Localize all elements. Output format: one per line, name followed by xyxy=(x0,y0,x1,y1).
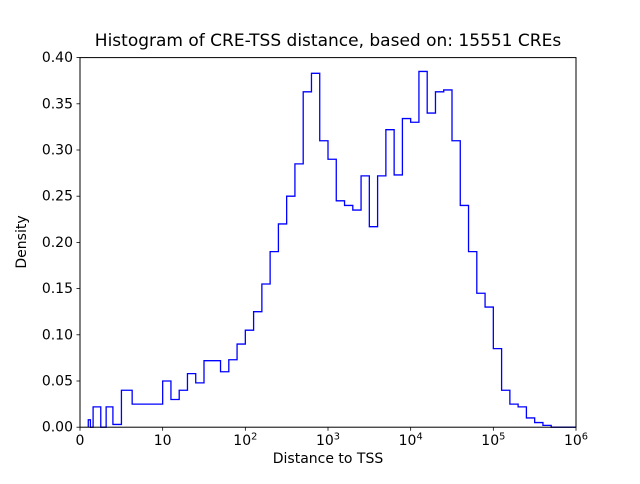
y-tick-label: 0.15 xyxy=(42,281,73,297)
plot-area xyxy=(80,57,576,428)
y-tick-label: 0.35 xyxy=(42,96,73,112)
histogram-step-line xyxy=(87,70,576,428)
y-tick-label: 0.10 xyxy=(42,327,73,343)
y-tick-label: 0.20 xyxy=(42,235,73,251)
x-axis-label: Distance to TSS xyxy=(273,451,384,467)
chart-title: Histogram of CRE-TSS distance, based on:… xyxy=(95,31,562,51)
x-tick-label: 106 xyxy=(564,432,588,450)
y-tick-label: 0.05 xyxy=(42,374,73,390)
y-tick-label: 0.25 xyxy=(42,189,73,205)
plot-border xyxy=(79,57,577,428)
x-tick-label: 0 xyxy=(76,433,85,449)
x-tick-label: 103 xyxy=(316,432,340,450)
axis-ticks: 0 10 102 103 104 105 106 0.00 0.05 0.10 0.15 0.20 0.… xyxy=(42,50,588,449)
y-tick-label: 0.40 xyxy=(42,50,73,66)
x-tick-label: 105 xyxy=(481,432,505,450)
y-tick-label: 0.30 xyxy=(42,143,73,159)
y-tick-label: 0.00 xyxy=(42,420,73,436)
y-axis-label: Density xyxy=(14,215,30,268)
x-tick-label: 102 xyxy=(233,432,257,450)
x-tick-label: 104 xyxy=(399,432,423,450)
x-tick-label: 10 xyxy=(154,433,172,449)
